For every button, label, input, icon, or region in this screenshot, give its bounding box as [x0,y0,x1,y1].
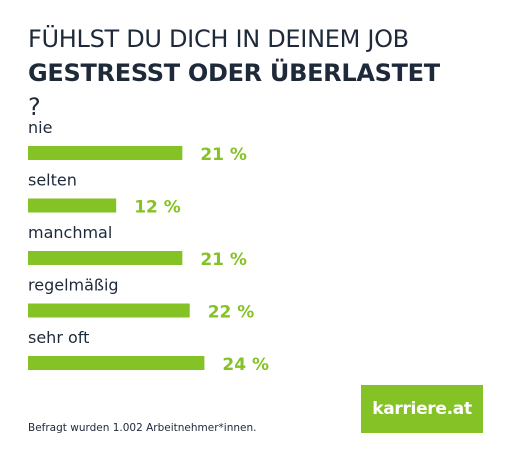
value-label: 24 % [222,355,269,375]
logo-text: karriere.at [372,399,472,419]
value-label: 21 % [200,145,247,165]
bar [28,198,117,213]
title-line-1: FÜHLST DU DICH IN DEINEM JOB [28,25,409,53]
survey-footnote: Befragt wurden 1.002 Arbeitnehmer*innen. [28,422,257,434]
value-label: 21 % [200,250,247,270]
value-label: 22 % [208,303,255,323]
value-label: 12 % [134,198,181,218]
bar [28,303,190,318]
category-label: sehr oft [28,328,89,347]
chart-title: FÜHLST DU DICH IN DEINEM JOB GESTRESST O… [28,22,440,124]
bar [28,251,183,265]
title-line-2-bold: GESTRESST ODER ÜBERLASTET [28,59,440,87]
title-line-2: GESTRESST ODER ÜBERLASTET? [28,56,440,124]
category-label: nie [28,118,52,137]
karriere-logo[interactable]: karriere.at [361,385,483,433]
bar [28,146,183,160]
bar-chart: nie 21 % selten 12 % manchmal 21 % regelmäßig 2… [28,118,269,375]
title-question-mark: ? [28,93,41,121]
bar [28,356,205,370]
category-label: manchmal [28,223,112,242]
category-label: selten [28,171,77,190]
category-label: regelmäßig [28,276,119,295]
